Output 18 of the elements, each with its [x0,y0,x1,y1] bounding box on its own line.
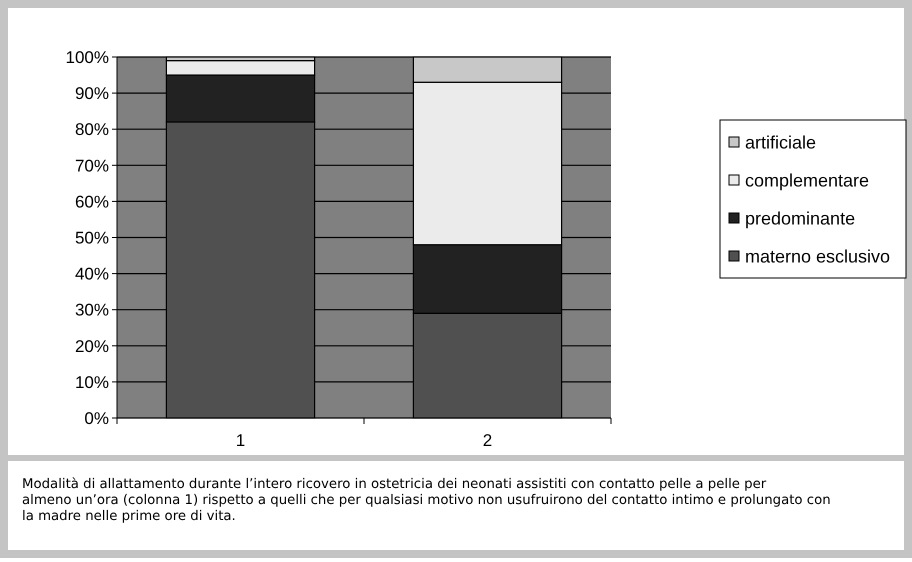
text: Modalità di allattamento durante l’intero ricovero in ostetricia dei neonati assistiti con contatto pelle a pelle per almeno un’ora (colonna 1) rispetto a quelli che per qualsiasi motivo non usufruirono del contatto intimo e prolungato con la madre nelle prime ore di vita. [22,477,831,524]
legend-label: artificiale [745,132,816,152]
y-tick-label: 90% [74,84,109,104]
x-tick-label: 1 [236,431,246,450]
y-tick-label: 80% [74,120,109,140]
y-tick-label: 70% [74,156,109,176]
y-tick-label: 60% [74,192,109,212]
legend-label: complementare [745,170,870,190]
y-tick-label: 40% [74,264,109,284]
y-tick-label: 30% [74,300,109,320]
y-tick-label: 50% [74,228,109,248]
x-tick-label: 2 [482,431,492,450]
y-tick-label: 0% [84,408,109,428]
y-tick-label: 20% [74,336,109,356]
legend-label: materno esclusivo [745,246,890,266]
legend-label: predominante [745,208,856,228]
y-tick-label: 100% [66,48,109,67]
y-tick-label: 10% [74,372,109,392]
